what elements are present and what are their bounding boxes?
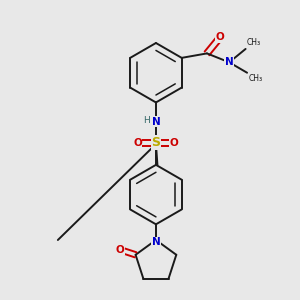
Text: H: H <box>143 116 150 125</box>
Text: O: O <box>133 138 142 148</box>
Text: N: N <box>152 117 160 127</box>
Text: O: O <box>170 138 179 148</box>
Text: S: S <box>152 136 160 149</box>
Text: CH₃: CH₃ <box>247 38 261 47</box>
Text: CH₃: CH₃ <box>249 74 263 83</box>
Text: N: N <box>152 237 160 247</box>
Text: O: O <box>216 32 225 42</box>
Text: O: O <box>116 245 124 255</box>
Text: N: N <box>225 57 234 67</box>
